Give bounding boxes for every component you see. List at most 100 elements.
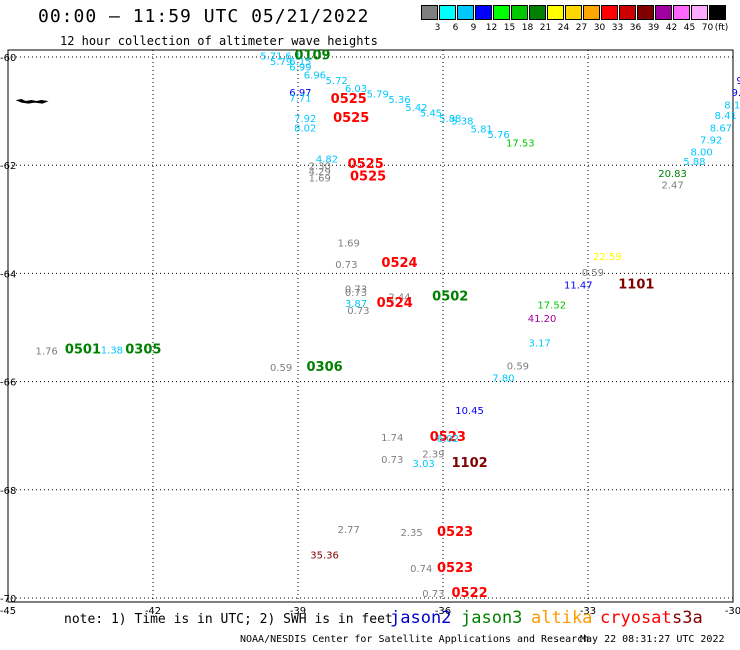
wave-height-label: 1.74 xyxy=(381,433,403,444)
scale-label: 36 xyxy=(629,23,642,33)
scale-swatch xyxy=(619,5,636,20)
wave-height-label: 0.73 xyxy=(345,284,367,295)
wave-height-label: 5.88 xyxy=(683,157,705,168)
wave-height-label: 5.76 xyxy=(487,130,509,141)
scale-swatch xyxy=(601,5,618,20)
scale-swatch xyxy=(529,5,546,20)
wave-height-label: 0.73 xyxy=(345,288,367,299)
lon-tick-label: -33 xyxy=(580,606,596,617)
scale-label: 27 xyxy=(575,23,588,33)
scale-swatch xyxy=(691,5,708,20)
wave-height-label: 3.87 xyxy=(345,299,367,310)
wave-height-label: 6.03 xyxy=(345,84,367,95)
pass-time-label: 0522 xyxy=(451,586,487,601)
pass-time-label: 0523 xyxy=(437,561,473,576)
scale-swatch xyxy=(493,5,510,20)
wave-height-label: 5.72 xyxy=(326,76,348,87)
legend-cryosat: cryosat xyxy=(600,608,672,628)
wave-height-label: 2.77 xyxy=(338,525,360,536)
wave-height-label: 1.69 xyxy=(338,238,360,249)
wave-height-label: 22.59 xyxy=(593,252,622,263)
wave-height-label: 6.15 xyxy=(289,57,311,68)
wave-height-label: 17.52 xyxy=(537,301,566,312)
scale-label: 33 xyxy=(611,23,624,33)
wave-height-label: 7.80 xyxy=(492,374,514,385)
pass-time-label: 0306 xyxy=(306,360,342,375)
scale-swatch xyxy=(655,5,672,20)
scale-swatch xyxy=(637,5,654,20)
legend-altika: altika xyxy=(531,608,593,628)
wave-height-label: 5.42 xyxy=(405,103,427,114)
scale-label: 70 xyxy=(701,23,714,33)
wave-height-label: 2.39 xyxy=(422,449,444,460)
scale-label: 6 xyxy=(452,23,459,33)
pass-time-label: 0523 xyxy=(430,430,466,445)
pass-time-label: 0524 xyxy=(377,296,413,311)
wave-height-label: 11.47 xyxy=(564,281,593,292)
legend-jason3: jason3 xyxy=(461,608,523,628)
wave-height-label: 5.79 xyxy=(367,90,389,101)
lat-tick-label: -60 xyxy=(0,53,16,64)
wave-height-label: 6.99 xyxy=(289,63,311,74)
scale-label: 18 xyxy=(521,23,534,33)
legend-jason2: jason2 xyxy=(390,608,452,628)
wave-height-label: 0.59 xyxy=(270,363,292,374)
wave-height-label: 0.73 xyxy=(381,455,403,466)
scale-label: 42 xyxy=(665,23,678,33)
wave-height-label: 6.02 xyxy=(437,434,459,445)
pass-time-label: 1101 xyxy=(618,278,654,293)
scale-swatch xyxy=(421,5,438,20)
wave-height-label: 5.81 xyxy=(471,125,493,136)
lon-tick-label: -36 xyxy=(435,606,451,617)
scale-label: 12 xyxy=(485,23,498,33)
wave-height-label: 5.38 xyxy=(451,117,473,128)
lat-tick-label: -64 xyxy=(0,269,16,280)
map-frame xyxy=(7,49,734,603)
wave-height-label: 20.83 xyxy=(658,169,687,180)
pass-time-label: 0109 xyxy=(294,49,330,64)
wave-height-label: 10.45 xyxy=(455,406,484,417)
wave-height-label: 5.88 xyxy=(439,114,461,125)
wave-height-label: 8.11 xyxy=(724,100,740,111)
pass-time-label: 0305 xyxy=(125,342,161,357)
lat-tick-label: -66 xyxy=(0,378,16,389)
wave-height-label: 0.73 xyxy=(335,260,357,271)
lon-tick-label: -45 xyxy=(0,606,16,617)
wave-height-label: 17.53 xyxy=(506,138,535,149)
wave-height-label: 2.44 xyxy=(388,292,410,303)
pass-time-label: 0523 xyxy=(437,525,473,540)
scale-label: 3 xyxy=(434,23,441,33)
wave-height-label: 1.38 xyxy=(101,345,123,356)
lat-tick-label: -68 xyxy=(0,486,16,497)
wave-height-label: 7.92 xyxy=(294,114,316,125)
map-title: 00:00 – 11:59 UTC 05/21/2022 xyxy=(38,6,370,27)
footer-note: note: 1) Time is in UTC; 2) SWH is in fe… xyxy=(64,612,393,627)
wave-height-label: 9.46 xyxy=(736,76,740,87)
scale-swatch xyxy=(457,5,474,20)
generated-timestamp: May 22 08:31:27 UTC 2022 xyxy=(580,634,725,645)
wave-height-label: 1.69 xyxy=(309,173,331,184)
wave-height-label: 7.71 xyxy=(289,93,311,104)
wave-height-label: 8.67 xyxy=(710,124,732,135)
scale-unit: (ft) xyxy=(714,23,729,33)
wave-height-label: 5.71 xyxy=(260,52,282,63)
wave-height-label: 0.73 xyxy=(347,306,369,317)
wave-height-label: 35.36 xyxy=(310,551,339,562)
wave-height-label: 0.74 xyxy=(410,564,432,575)
wave-height-label: 4.29 xyxy=(309,167,331,178)
wave-height-label: 5.45 xyxy=(420,109,442,120)
lon-tick-label: -42 xyxy=(145,606,161,617)
wave-height-color-scale: 3 6 9 12 15 18 21 24 27 30 33 36 39 42 45 70 (ft) xyxy=(421,4,730,33)
wave-height-label: 0.59 xyxy=(582,268,604,279)
scale-label: 39 xyxy=(647,23,660,33)
scale-swatch xyxy=(583,5,600,20)
wave-height-label: 4.82 xyxy=(316,154,338,165)
scale-swatch xyxy=(709,5,726,20)
scale-label: 9 xyxy=(470,23,477,33)
wave-height-label: 8.00 xyxy=(690,147,712,158)
lon-tick-label: -30 xyxy=(725,606,740,617)
scale-swatch xyxy=(439,5,456,20)
wave-height-label: 9.94 xyxy=(732,88,740,99)
